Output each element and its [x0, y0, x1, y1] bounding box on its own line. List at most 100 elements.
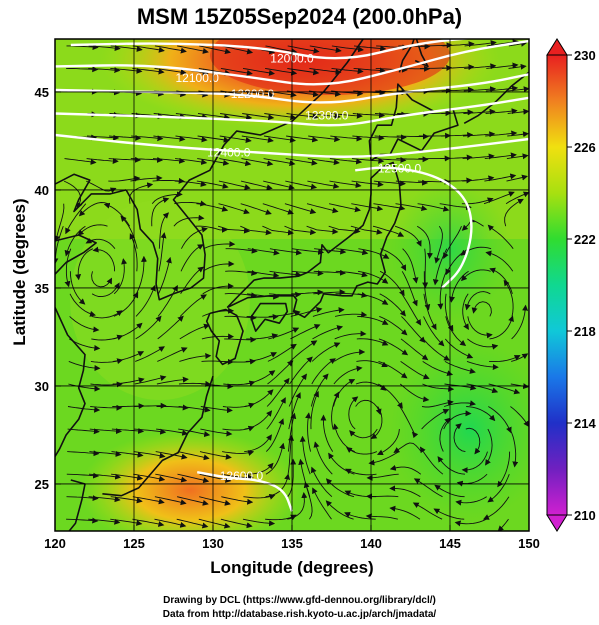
- streamline: [75, 248, 94, 281]
- streamline: [334, 349, 366, 362]
- streamline: [307, 180, 340, 189]
- streamline: [440, 154, 473, 161]
- streamline: [333, 379, 356, 407]
- streamline: [197, 113, 231, 121]
- streamline: [66, 517, 99, 524]
- streamline: [173, 214, 205, 227]
- streamline: [417, 203, 450, 212]
- height-contour: [70, 39, 474, 60]
- streamline: [220, 113, 253, 121]
- streamline: [269, 270, 302, 278]
- streamline: [55, 203, 65, 242]
- streamline: [86, 158, 119, 165]
- ryukyu-islands: [102, 375, 214, 497]
- streamline: [112, 377, 145, 385]
- streamline: [488, 406, 512, 434]
- streamline: [402, 248, 419, 284]
- streamline: [180, 244, 204, 272]
- streamline: [155, 473, 188, 483]
- streamline: [88, 518, 121, 525]
- streamline: [508, 63, 527, 70]
- streamline: [153, 135, 186, 142]
- streamline: [422, 361, 454, 377]
- streamline: [348, 396, 359, 430]
- streamline: [312, 325, 344, 340]
- streamline: [489, 315, 514, 340]
- height-contour: [55, 73, 529, 104]
- streamline: [175, 135, 208, 143]
- streamline: [156, 428, 189, 436]
- streamline: [453, 423, 466, 453]
- streamline: [368, 451, 400, 466]
- streamline: [199, 45, 231, 55]
- streamline: [135, 315, 162, 340]
- streamline: [366, 473, 399, 481]
- streamline: [196, 203, 229, 212]
- streamline: [437, 271, 447, 310]
- streamline: [443, 410, 472, 430]
- taiwan-coast: [68, 479, 86, 531]
- streamline: [485, 130, 518, 137]
- streamline: [247, 270, 280, 279]
- streamline: [331, 67, 364, 75]
- map-title: MSM 15Z05Sep2024 (200.0hPa): [136, 4, 463, 29]
- streamline: [262, 225, 294, 236]
- streamline: [310, 390, 319, 430]
- streamline: [506, 153, 529, 160]
- streamline: [221, 496, 254, 505]
- streamline: [202, 260, 235, 272]
- streamline: [110, 67, 143, 74]
- streamline: [355, 399, 382, 416]
- streamline: [356, 360, 388, 368]
- streamline: [441, 109, 474, 116]
- streamline: [485, 108, 518, 115]
- streamline: [506, 174, 528, 182]
- shikoku-coast: [250, 302, 289, 332]
- streamline: [399, 383, 430, 403]
- streamline: [113, 351, 145, 362]
- streamline: [443, 400, 476, 407]
- streamline: [510, 406, 529, 428]
- streamline: [103, 202, 131, 227]
- streamline: [241, 135, 274, 143]
- streamline: [379, 293, 406, 317]
- streamline: [346, 447, 378, 455]
- streamline: [77, 224, 108, 236]
- streamline: [63, 180, 83, 209]
- streamline: [157, 347, 188, 362]
- streamline: [335, 291, 368, 298]
- streamline: [89, 451, 122, 458]
- streamline: [224, 292, 258, 299]
- streamline: [309, 45, 342, 54]
- streamline: [350, 225, 383, 235]
- streamline: [401, 293, 422, 326]
- streamline: [422, 248, 429, 289]
- streamline: [373, 203, 406, 211]
- streamline: [358, 248, 390, 259]
- streamline: [463, 86, 497, 93]
- streamline: [423, 316, 445, 347]
- streamline: [66, 495, 99, 502]
- streamline: [240, 203, 272, 215]
- streamline: [174, 180, 207, 187]
- streamline: [454, 518, 487, 527]
- streamline: [465, 427, 481, 455]
- streamline: [290, 307, 323, 317]
- streamline: [179, 294, 207, 317]
- streamline: [244, 410, 273, 430]
- streamline: [110, 45, 143, 52]
- streamline: [217, 225, 250, 234]
- streamline: [244, 389, 274, 407]
- streamline: [396, 133, 429, 140]
- streamline: [156, 376, 189, 385]
- streamline: [285, 158, 318, 166]
- streamline: [109, 134, 142, 141]
- streamline: [200, 428, 233, 437]
- streamline: [313, 289, 346, 296]
- streamline: [111, 451, 144, 458]
- contour-label: 12500.0: [378, 161, 422, 175]
- x-tick-label: 140: [360, 536, 382, 551]
- colorbar-bottom-arrow: [546, 514, 568, 532]
- streamline: [372, 225, 405, 237]
- streamline: [133, 451, 166, 459]
